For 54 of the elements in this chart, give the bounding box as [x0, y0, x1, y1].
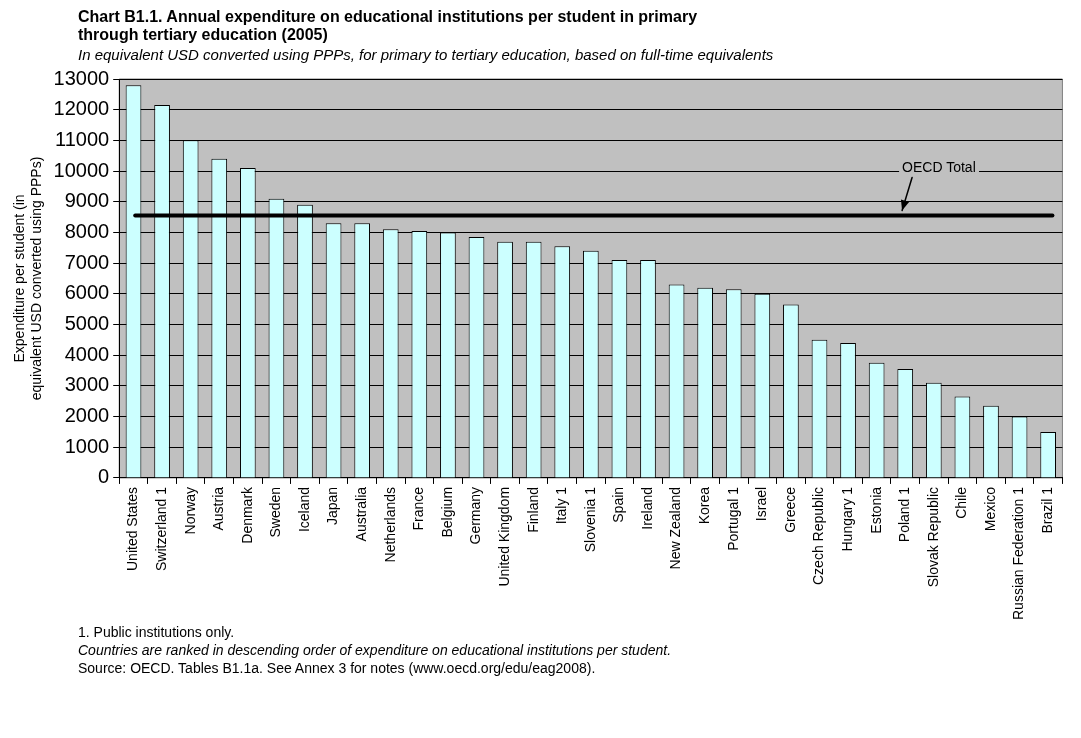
chart-title: Chart B1.1. Annual expenditure on educational institutions per student in primary through tertiary education (2005): [78, 8, 698, 44]
ref-line-label: OECD Total: [902, 159, 976, 176]
y-tick-label: 4000: [64, 342, 110, 365]
x-tick-label: United States: [124, 486, 141, 571]
chart-subtitle: In equivalent USD converted using PPPs, for primary to tertiary education, based on full-time equivalents: [78, 46, 775, 63]
x-tick-label: United Kingdom: [495, 486, 512, 587]
x-tick-label: Hungary 1: [838, 486, 855, 552]
x-tick-label: Norway: [181, 486, 198, 535]
y-tick-label: 7000: [64, 250, 110, 273]
x-tick-label: Korea: [696, 486, 713, 525]
y-tick-label: 10000: [53, 158, 110, 181]
y-tick-label: 1000: [64, 434, 110, 457]
x-tick-label: Ireland: [638, 486, 655, 530]
y-axis-title: Expenditure per student (in equivalent USD converted using PPPs): [11, 156, 45, 401]
source-note: Source: OECD. Tables B1.1a. See Annex 3 for notes (www.oecd.org/edu/eag2008).: [78, 659, 597, 677]
x-tick-label: Slovak Republic: [924, 486, 941, 588]
x-tick-label: Poland 1: [896, 486, 913, 543]
x-tick-label: Iceland: [295, 486, 312, 533]
x-tick-label: Estonia: [867, 486, 884, 534]
y-tick-label: 11000: [55, 127, 110, 150]
x-tick-label: Finland: [524, 486, 541, 533]
x-tick-label: France: [410, 486, 427, 531]
x-tick-label: Italy 1: [553, 486, 570, 525]
x-tick-label: Denmark: [238, 485, 255, 544]
x-tick-label: Belgium: [438, 486, 455, 538]
y-tick-label: 12000: [53, 97, 110, 120]
text: 1. Public institutions only.: [78, 623, 236, 641]
x-tick-label: Germany: [467, 486, 484, 545]
x-tick-label: Switzerland 1: [152, 486, 169, 571]
x-tick-label: Slovenia 1: [581, 486, 598, 553]
x-tick-label: Portugal 1: [724, 486, 741, 551]
x-tick-label: Netherlands: [381, 486, 398, 563]
y-tick-label: 6000: [64, 281, 110, 304]
x-tick-label: Japan: [324, 486, 341, 526]
x-tick-label: Chile: [953, 486, 970, 519]
text: Countries are ranked in descending order of expenditure on educational institutions per student.: [78, 641, 673, 659]
x-tick-label: Israel: [753, 486, 770, 522]
y-tick-label: 13000: [53, 66, 110, 89]
y-tick-label: 0: [98, 465, 110, 488]
y-tick-label: 9000: [64, 189, 110, 212]
x-tick-label: Brazil 1: [1039, 486, 1055, 534]
x-tick-label: New Zealand: [667, 486, 684, 570]
x-tick-label: Australia: [353, 486, 370, 542]
x-tick-label: Greece: [781, 486, 798, 533]
x-tick-label: Mexico: [981, 486, 998, 532]
x-tick-label: Sweden: [267, 486, 284, 538]
x-tick-label: Russian Federation 1: [1010, 486, 1027, 620]
x-tick-label: Czech Republic: [810, 486, 827, 585]
y-tick-label: 8000: [64, 219, 110, 242]
y-tick-label: 5000: [64, 312, 110, 335]
x-tick-label: Spain: [610, 486, 627, 523]
y-tick-label: 2000: [64, 404, 110, 427]
x-tick-label: Austria: [210, 486, 227, 531]
y-tick-label: 3000: [64, 373, 110, 396]
